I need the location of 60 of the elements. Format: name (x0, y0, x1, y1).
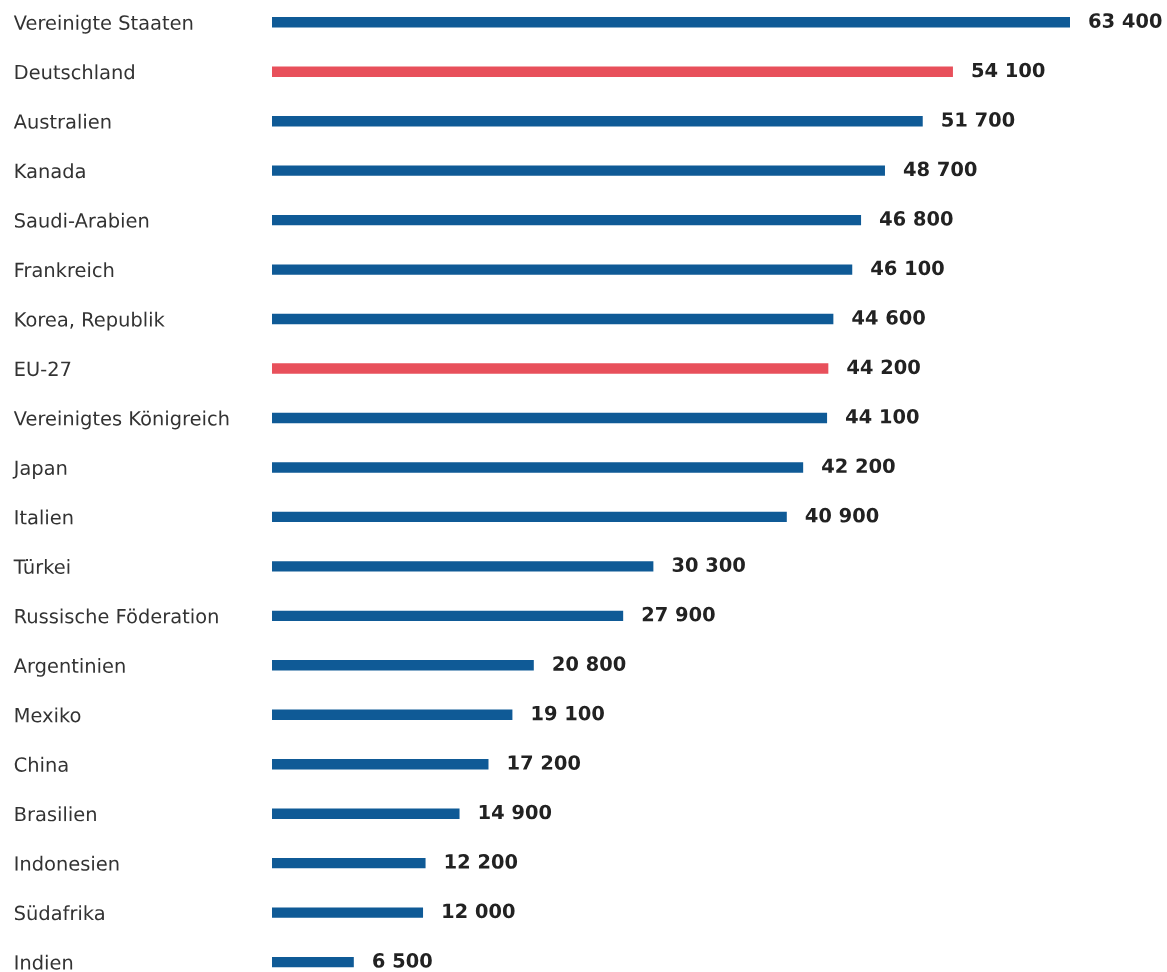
data-label: 17 200 (508, 755, 581, 770)
data-label: 27 900 (642, 606, 715, 622)
bar (272, 561, 654, 572)
data-label: 6 500 (373, 953, 432, 968)
y-tick-label: China (14, 756, 68, 772)
bar (272, 956, 354, 968)
bar (272, 116, 923, 127)
bar (272, 759, 489, 770)
data-label: 48 700 (903, 161, 977, 177)
data-label: 51 700 (942, 112, 1015, 127)
bar (272, 165, 885, 176)
y-tick-label: Vereinigtes Königreich (13, 410, 229, 430)
data-label: 63 400 (1089, 13, 1162, 28)
data-label: 40 900 (805, 507, 879, 523)
bar (272, 462, 804, 473)
bar (272, 412, 828, 424)
bar (272, 907, 424, 918)
bar (272, 214, 862, 226)
bar (272, 808, 460, 819)
y-tick-label: Indonesien (15, 855, 119, 871)
bar (272, 660, 534, 671)
y-tick-label: Frankreich (15, 262, 114, 278)
bar (272, 313, 834, 325)
data-label: 19 100 (532, 705, 604, 721)
data-label: 30 300 (672, 557, 745, 573)
data-label: 12 200 (445, 854, 518, 869)
y-tick-label: Saudi-Arabien (14, 212, 149, 228)
bar (272, 610, 624, 622)
data-label: 54 100 (972, 62, 1045, 78)
data-label: 14 900 (479, 804, 552, 820)
data-label: 12 000 (443, 903, 515, 919)
bar (272, 857, 426, 869)
y-tick-label: Italien (15, 509, 73, 525)
bar (272, 363, 829, 374)
y-tick-label: Indien (15, 954, 73, 970)
y-tick-label: Japan (12, 460, 67, 479)
data-label: 44 600 (852, 309, 925, 325)
y-tick-label: Korea, Republik (15, 311, 165, 331)
y-tick-label: Argentinien (13, 657, 125, 677)
y-tick-label: Deutschland (15, 64, 134, 80)
y-tick-label: Australien (13, 113, 111, 129)
bar (272, 264, 853, 275)
y-tick-label: Südafrika (14, 905, 104, 921)
y-tick-label: Brasilien (15, 806, 96, 822)
data-label: 44 200 (847, 359, 920, 375)
y-tick-label: EU-27 (15, 361, 71, 377)
y-tick-label: Vereinigte Staaten (13, 14, 193, 34)
y-tick-label: Russische Föderation (15, 608, 218, 624)
bar (272, 17, 1070, 28)
data-label: 46 800 (879, 211, 953, 226)
y-tick-label: Kanada (15, 163, 85, 179)
data-label: 46 100 (871, 260, 944, 276)
y-tick-label: Mexiko (15, 707, 81, 723)
bar (272, 66, 953, 77)
data-label: 20 800 (553, 656, 626, 671)
data-label: 44 100 (846, 408, 919, 424)
bar (272, 511, 787, 523)
y-tick-label: Türkei (13, 558, 70, 575)
data-label: 42 200 (822, 458, 895, 474)
bar (272, 709, 513, 720)
